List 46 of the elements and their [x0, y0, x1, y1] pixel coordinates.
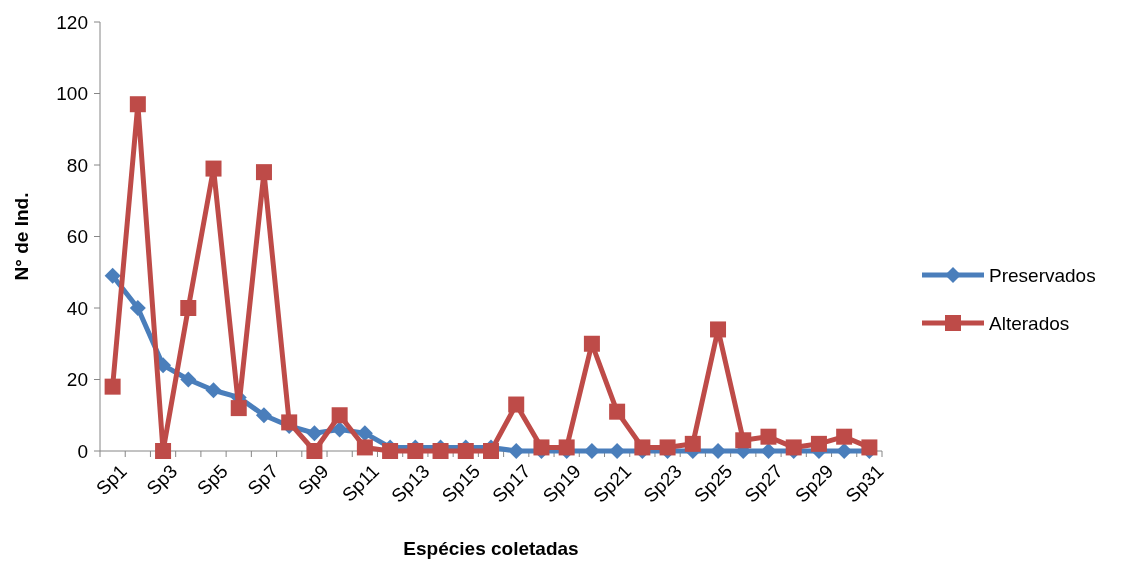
x-tick-label: Sp1	[92, 460, 131, 500]
x-axis-title: Espécies coletadas	[403, 538, 579, 559]
point	[760, 428, 777, 445]
point	[609, 403, 626, 420]
point	[710, 321, 727, 338]
point	[785, 439, 802, 456]
point	[760, 443, 777, 459]
point	[129, 96, 146, 113]
y-tick-label: 0	[77, 440, 88, 462]
point	[104, 267, 121, 284]
point	[306, 425, 323, 442]
point	[255, 407, 272, 424]
point	[735, 432, 752, 449]
point	[356, 439, 373, 456]
legend-label: Preservados	[989, 264, 1096, 286]
x-tick-label: Sp9	[293, 460, 333, 500]
x-tick-label: Sp3	[142, 460, 182, 500]
point	[810, 435, 827, 452]
point	[129, 300, 146, 316]
point	[331, 407, 348, 424]
y-tick-label: 120	[56, 11, 88, 33]
point	[255, 164, 272, 181]
point	[104, 378, 121, 395]
x-tick-label: Sp7	[243, 460, 283, 500]
legend-label: Alterados	[989, 312, 1070, 334]
point	[836, 428, 853, 445]
point	[230, 400, 247, 417]
point	[432, 443, 449, 459]
point	[508, 396, 525, 413]
point	[205, 160, 222, 177]
y-axis-title: N° de Ind.	[11, 192, 32, 281]
y-tick-label: 40	[66, 297, 88, 319]
point	[155, 443, 172, 459]
y-tick-label: 60	[66, 226, 88, 248]
y-tick-label: 20	[66, 369, 88, 391]
point	[180, 300, 197, 316]
x-tick-label: Sp5	[192, 460, 232, 500]
point	[306, 443, 323, 459]
point	[583, 335, 600, 352]
point	[356, 425, 373, 442]
y-tick-label: 100	[56, 83, 88, 105]
y-tick-label: 80	[66, 154, 88, 176]
point	[558, 439, 575, 456]
point	[180, 371, 197, 388]
point	[205, 382, 222, 399]
point	[684, 435, 701, 452]
